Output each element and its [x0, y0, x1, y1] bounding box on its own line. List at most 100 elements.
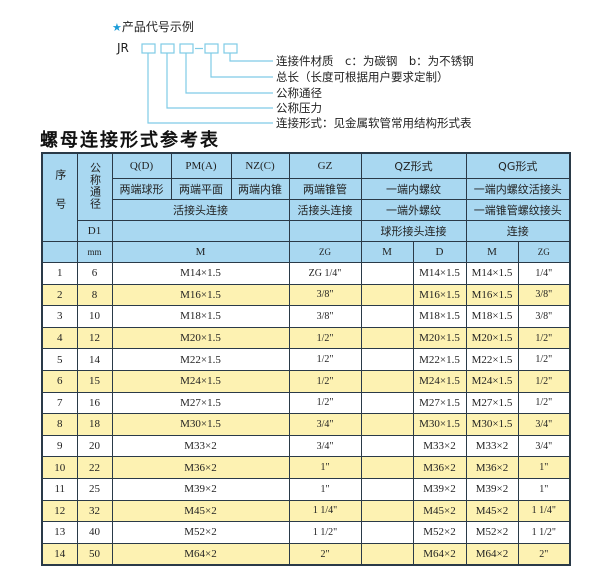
cell-m: M27×1.5: [111, 391, 290, 415]
cell-dn: 15: [76, 369, 113, 393]
cell-zg: 3/8": [288, 283, 362, 307]
nut-connection-table: 序号 公称通径 Q(D) PM(A) NZ(C) GZ QZ形式 QG形式 两端…: [41, 152, 571, 567]
header-m: M: [111, 241, 290, 263]
cell-zg: 3/4": [288, 413, 362, 436]
cell-qg-zg: 3/8": [517, 283, 571, 307]
table-row: 8 18 M30×1.5 3/4" M30×1.5 M30×1.5 3/4": [41, 413, 571, 436]
cell-qg-m: M33×2: [465, 434, 519, 458]
cell-m: M36×2: [111, 456, 290, 479]
table-row: 2 8 M16×1.5 3/8" M16×1.5 M16×1.5 3/8": [41, 283, 571, 307]
label-diameter: 公称通径: [276, 86, 322, 100]
code-prefix: JR: [117, 41, 129, 55]
cell-qz-m: [360, 348, 414, 371]
cell-qg-zg: 1/2": [517, 348, 571, 371]
cell-m: M24×1.5: [111, 369, 290, 393]
cell-qz-d: M33×2: [412, 434, 467, 458]
cell-dn: 20: [76, 434, 113, 458]
header-q: Q(D): [111, 152, 172, 179]
cell-qg-zg: 1": [517, 477, 571, 501]
cell-qz-m: [360, 283, 414, 307]
cell-qg-zg: 1 1/4": [517, 499, 571, 523]
header-pm-desc: 两端平面: [170, 178, 232, 200]
table-row: 5 14 M22×1.5 1/2" M22×1.5 M22×1.5 1/2": [41, 348, 571, 371]
table-row: 12 32 M45×2 1 1/4" M45×2 M45×2 1 1/4": [41, 499, 571, 523]
cell-no: 14: [41, 542, 78, 566]
cell-zg: 1 1/2": [288, 521, 362, 544]
table-row: 1 6 M14×1.5 ZG 1/4" M14×1.5 M14×1.5 1/4": [41, 262, 571, 285]
cell-m: M39×2: [111, 477, 290, 501]
header-qz-desc3: 球形接头连接: [360, 220, 467, 242]
cell-zg: 1/2": [288, 348, 362, 371]
label-length: 总长（长度可根据用户要求定制）: [276, 70, 449, 84]
cell-qg-zg: 1/2": [517, 326, 571, 350]
header-mm: mm: [76, 241, 113, 263]
cell-zg: 1": [288, 477, 362, 501]
example-title: ★产品代号示例: [112, 18, 194, 35]
header-d1: D1: [76, 220, 113, 242]
cell-dn: 22: [76, 456, 113, 479]
cell-m: M18×1.5: [111, 305, 290, 328]
cell-zg: 1/2": [288, 326, 362, 350]
header-gz-union: 活接头连接: [288, 199, 362, 221]
header-nominal-text: 公称通径: [88, 161, 102, 210]
header-qz: QZ形式: [360, 152, 467, 179]
cell-qz-d: M30×1.5: [412, 413, 467, 436]
cell-qg-zg: 1 1/2": [517, 521, 571, 544]
header-qz-d: D: [412, 241, 467, 263]
cell-no: 13: [41, 521, 78, 544]
cell-qz-m: [360, 456, 414, 479]
cell-zg: 1/2": [288, 391, 362, 415]
cell-qz-m: [360, 369, 414, 393]
cell-qg-m: M30×1.5: [465, 413, 519, 436]
cell-qg-m: M20×1.5: [465, 326, 519, 350]
cell-qz-d: M20×1.5: [412, 326, 467, 350]
cell-zg: 1": [288, 456, 362, 479]
cell-no: 10: [41, 456, 78, 479]
cell-no: 4: [41, 326, 78, 350]
cell-m: M14×1.5: [111, 262, 290, 285]
label-material: 连接件材质 c：为碳钢 b：为不锈钢: [276, 54, 474, 68]
cell-qz-m: [360, 477, 414, 501]
cell-qg-m: M45×2: [465, 499, 519, 523]
cell-no: 6: [41, 369, 78, 393]
code-box-3: [179, 43, 194, 54]
cell-m: M16×1.5: [111, 283, 290, 307]
cell-qg-m: M18×1.5: [465, 305, 519, 328]
header-nz-desc: 两端内锥: [230, 178, 290, 200]
cell-dn: 18: [76, 413, 113, 436]
code-diagram: [141, 43, 273, 124]
cell-qg-zg: 1": [517, 456, 571, 479]
header-nz: NZ(C): [230, 152, 290, 179]
cell-m: M52×2: [111, 521, 290, 544]
header-qz-desc: 一端内螺纹: [360, 178, 467, 200]
cell-no: 9: [41, 434, 78, 458]
table-row: 13 40 M52×2 1 1/2" M52×2 M52×2 1 1/2": [41, 521, 571, 544]
header-gz-blank: [288, 220, 362, 242]
cell-qz-d: M64×2: [412, 542, 467, 566]
header-pm: PM(A): [170, 152, 232, 179]
cell-qz-d: M27×1.5: [412, 391, 467, 415]
table-row: 4 12 M20×1.5 1/2" M20×1.5 M20×1.5 1/2": [41, 326, 571, 350]
cell-no: 7: [41, 391, 78, 415]
cell-qg-zg: 3/4": [517, 434, 571, 458]
header-nominal: 公称通径: [76, 152, 113, 221]
cell-qg-m: M22×1.5: [465, 348, 519, 371]
cell-zg: 3/4": [288, 434, 362, 458]
cell-qg-zg: 3/8": [517, 305, 571, 328]
table-row: 7 16 M27×1.5 1/2" M27×1.5 M27×1.5 1/2": [41, 391, 571, 415]
cell-qz-d: M36×2: [412, 456, 467, 479]
cell-m: M33×2: [111, 434, 290, 458]
cell-m: M22×1.5: [111, 348, 290, 371]
cell-qz-d: M18×1.5: [412, 305, 467, 328]
header-qz-desc2: 一端外螺纹: [360, 199, 467, 221]
example-title-text: 产品代号示例: [121, 20, 194, 34]
cell-qg-m: M39×2: [465, 477, 519, 501]
header-seq: 序号: [41, 152, 78, 242]
cell-qg-m: M14×1.5: [465, 262, 519, 285]
cell-qg-m: M52×2: [465, 521, 519, 544]
cell-dn: 16: [76, 391, 113, 415]
table-title: 螺母连接形式参考表: [40, 130, 220, 151]
cell-qz-d: M52×2: [412, 521, 467, 544]
code-box-4: [204, 43, 219, 54]
cell-no: 2: [41, 283, 78, 307]
